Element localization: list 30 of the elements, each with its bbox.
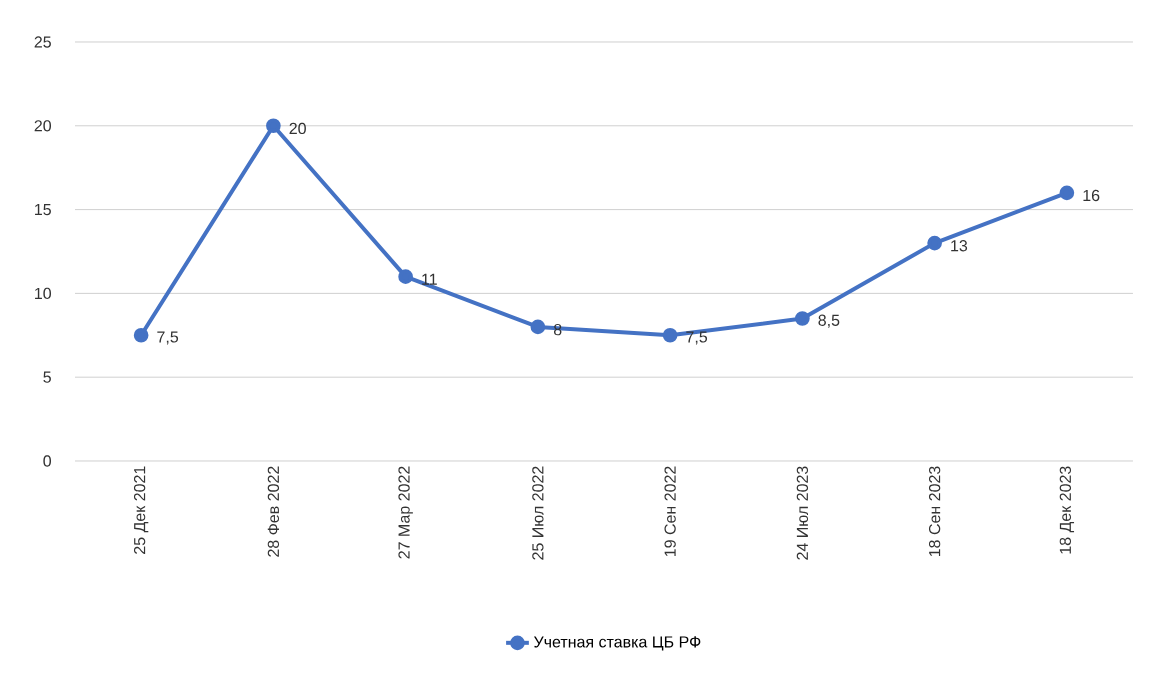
point: [1059, 185, 1075, 201]
data-label: 16: [1083, 189, 1100, 202]
y-tick-label: 25: [34, 36, 51, 48]
data-label: 13: [951, 240, 968, 252]
x-tick-label: 24 Июл 2023: [796, 466, 809, 560]
point: [662, 327, 678, 343]
x-tick-label: 25 Июл 2022: [532, 466, 544, 560]
x-tick-label: 27 Мар 2022: [398, 466, 413, 559]
x-tick-label: 18 Сен 2023: [928, 466, 941, 557]
point: [795, 311, 810, 326]
data-label: 20: [289, 122, 306, 135]
data-label: 8,5: [818, 314, 840, 328]
y-tick-label: 0: [43, 455, 52, 467]
point: [133, 327, 149, 343]
y-tick-label: 10: [35, 287, 52, 300]
x-tick-label: 19 Сен 2022: [664, 466, 676, 557]
data-label: 7,5: [157, 331, 179, 345]
data-label: 7,5: [686, 331, 708, 345]
y-tick-label: 15: [35, 204, 51, 216]
point: [927, 235, 942, 251]
point: [398, 269, 413, 284]
x-tick-label: 25 Дек 2021: [133, 466, 149, 554]
x-tick-label: 18 Дек 2023: [1059, 466, 1075, 554]
point: [266, 118, 281, 134]
y-tick-label: 20: [34, 120, 52, 132]
data-label: 11: [422, 273, 437, 285]
legend-label: Учетная ставка ЦБ РФ: [533, 636, 701, 651]
y-tick-label: 5: [43, 371, 51, 383]
x-tick-label: 28 Фев 2022: [267, 466, 280, 557]
point: [530, 319, 546, 335]
